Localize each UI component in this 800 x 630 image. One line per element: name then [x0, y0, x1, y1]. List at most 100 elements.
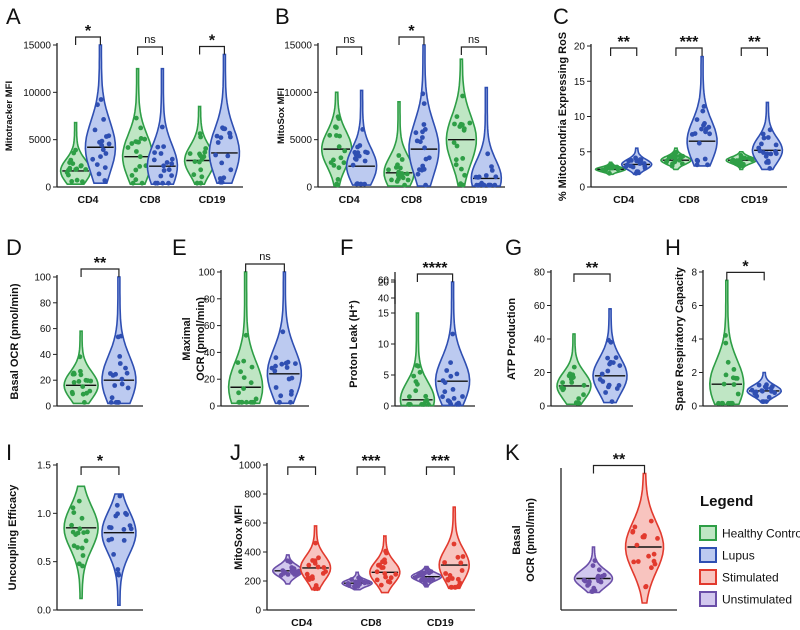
- data-point: [648, 518, 654, 524]
- y-tick-label: 15000: [284, 41, 312, 52]
- data-point: [596, 567, 602, 573]
- data-point: [115, 567, 121, 572]
- data-point: [121, 538, 127, 543]
- data-point: [221, 126, 226, 132]
- data-point: [88, 378, 94, 384]
- data-point: [158, 173, 164, 179]
- data-point: [492, 182, 498, 188]
- data-point: [117, 493, 123, 499]
- data-point: [243, 332, 249, 338]
- data-point: [694, 117, 700, 122]
- data-point: [723, 333, 728, 338]
- data-point: [114, 502, 120, 508]
- significance-label: *: [299, 453, 306, 470]
- data-point: [358, 181, 363, 187]
- data-point: [399, 157, 405, 162]
- y-tick-label: 0: [209, 402, 215, 413]
- data-point: [451, 396, 457, 401]
- data-point: [420, 163, 426, 169]
- significance-label: ns: [343, 34, 355, 46]
- significance-label: ***: [680, 34, 699, 51]
- significance-bracket: [740, 47, 768, 56]
- data-point: [766, 394, 772, 400]
- y-tick-label: 5: [579, 147, 585, 158]
- data-point: [767, 127, 773, 133]
- data-point: [228, 134, 233, 140]
- data-point: [81, 530, 87, 535]
- data-point: [279, 361, 285, 367]
- data-point: [608, 339, 614, 345]
- panel-E: E 0 20 40 60 80 100 Maximal OCR (pmol/min) ns: [172, 235, 309, 413]
- data-point: [413, 388, 419, 394]
- data-point: [652, 561, 658, 567]
- data-point: [420, 91, 426, 97]
- data-point: [76, 498, 82, 504]
- data-point: [422, 145, 427, 151]
- data-point: [98, 97, 104, 102]
- data-point: [411, 373, 417, 379]
- significance-bracket: [137, 46, 163, 55]
- data-point: [203, 146, 209, 151]
- significance-label: *: [97, 453, 104, 470]
- significance-bracket: [460, 46, 487, 55]
- data-point: [273, 363, 278, 369]
- violin-lupus: [345, 89, 378, 186]
- data-point: [754, 393, 760, 399]
- data-point: [760, 399, 765, 404]
- data-point: [560, 380, 565, 385]
- data-point: [669, 154, 674, 160]
- data-point: [218, 135, 224, 141]
- significance-label: **: [613, 452, 626, 469]
- data-point: [773, 142, 779, 148]
- y-tick-label: 60: [534, 301, 546, 312]
- data-point: [119, 381, 125, 387]
- data-point: [423, 393, 429, 399]
- data-point: [169, 156, 175, 162]
- data-point: [138, 125, 144, 131]
- data-point: [440, 378, 446, 383]
- data-point: [763, 399, 769, 404]
- data-point: [567, 371, 573, 377]
- panel-J: J 0 200 400 600 800 1000 MitoSox MFI CD4 * CD8 *** C…: [230, 440, 475, 629]
- panel-letter: G: [505, 235, 522, 260]
- y-tick-label: 1.5: [37, 461, 51, 472]
- significance-label: **: [586, 260, 599, 277]
- data-point: [407, 394, 412, 400]
- data-point: [720, 400, 725, 406]
- data-point: [396, 169, 401, 175]
- data-point: [460, 394, 465, 399]
- data-point: [166, 180, 171, 186]
- y-tick-label: 200: [244, 577, 261, 588]
- panel-letter: K: [505, 440, 520, 465]
- legend-swatch-lupus: [699, 547, 717, 563]
- data-point: [773, 149, 778, 154]
- data-point: [113, 400, 119, 405]
- data-point: [83, 167, 89, 172]
- y-tick-label: 6: [691, 301, 697, 312]
- x-tick-label: CD8: [401, 194, 422, 206]
- data-point: [305, 575, 311, 580]
- violin-healthy: [121, 67, 154, 185]
- data-point: [450, 387, 456, 392]
- data-point: [376, 562, 381, 568]
- significance-bracket: [245, 263, 285, 272]
- significance-label: **: [748, 34, 761, 51]
- y-tick-label: 1.0: [37, 509, 51, 520]
- data-point: [152, 150, 158, 156]
- data-point: [102, 165, 108, 171]
- y-tick-label: 0.0: [37, 606, 51, 617]
- data-point: [313, 540, 318, 546]
- y-axis-label: OCR (pmol/min): [525, 498, 537, 582]
- panel-D: D 0 20 40 60 80 100 Basal OCR (pmol/min) **: [6, 235, 143, 413]
- data-point: [73, 532, 79, 537]
- data-point: [127, 523, 133, 528]
- y-axis-label: Maximal: [181, 317, 193, 360]
- data-point: [94, 162, 100, 168]
- y-tick-label: 0: [45, 183, 51, 194]
- legend-title: Legend: [700, 493, 753, 510]
- data-point: [83, 538, 89, 544]
- data-point: [590, 563, 596, 568]
- data-point: [354, 181, 360, 187]
- data-point: [288, 399, 293, 405]
- data-point: [418, 139, 423, 145]
